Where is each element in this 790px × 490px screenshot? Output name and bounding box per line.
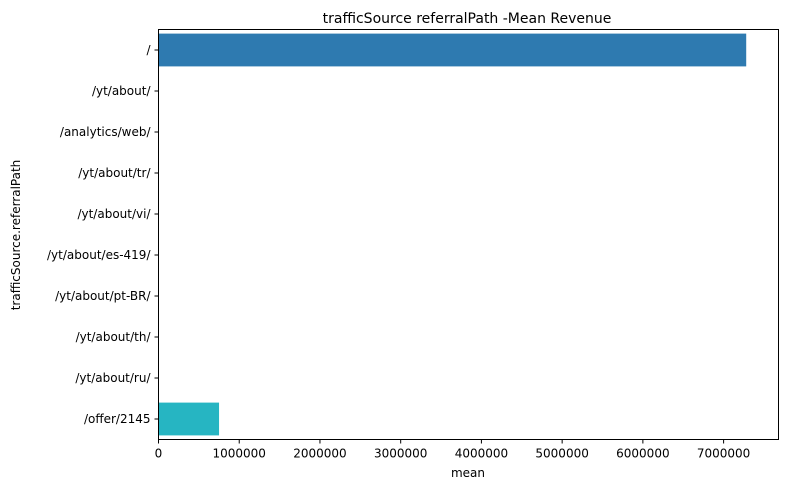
y-tick-label: /yt/about/vi/ [77, 207, 151, 221]
bars-group [158, 33, 747, 436]
y-tick-label: /yt/about/tr/ [78, 166, 151, 180]
x-tick-label: 0 [155, 447, 163, 461]
y-tick-label: / [146, 43, 151, 57]
x-tick-label: 6000000 [616, 447, 669, 461]
x-tick-label: 7000000 [697, 447, 750, 461]
y-tick-label: /yt/about/pt-BR/ [55, 289, 151, 303]
y-tick-label: /yt/about/ [92, 84, 152, 98]
x-tick-label: 2000000 [293, 447, 346, 461]
y-tick-label: /yt/about/ru/ [75, 371, 151, 385]
x-tick-label: 3000000 [374, 447, 427, 461]
y-tick-label: /analytics/web/ [60, 125, 152, 139]
y-tick-label: /yt/about/es-419/ [47, 248, 151, 262]
x-axis-ticks: 0 1000000 2000000 3000000 4000000 5000000 6000… [155, 439, 750, 461]
bar-9 [158, 402, 220, 436]
x-tick-label: 4000000 [455, 447, 508, 461]
bar-0 [158, 33, 747, 67]
y-tick-label: /yt/about/th/ [76, 330, 152, 344]
y-axis-ticks: / /yt/about/ /analytics/web/ /yt/about/tr/ /… [47, 43, 159, 426]
x-tick-label: 5000000 [535, 447, 588, 461]
y-axis-label: trafficSource.referralPath [9, 160, 23, 311]
chart-title: trafficSource referralPath -Mean Revenue [323, 11, 612, 27]
y-tick-label: /offer/2145 [84, 412, 151, 426]
x-tick-label: 1000000 [213, 447, 266, 461]
x-axis-label: mean [451, 466, 485, 480]
plot-frame [158, 29, 779, 440]
